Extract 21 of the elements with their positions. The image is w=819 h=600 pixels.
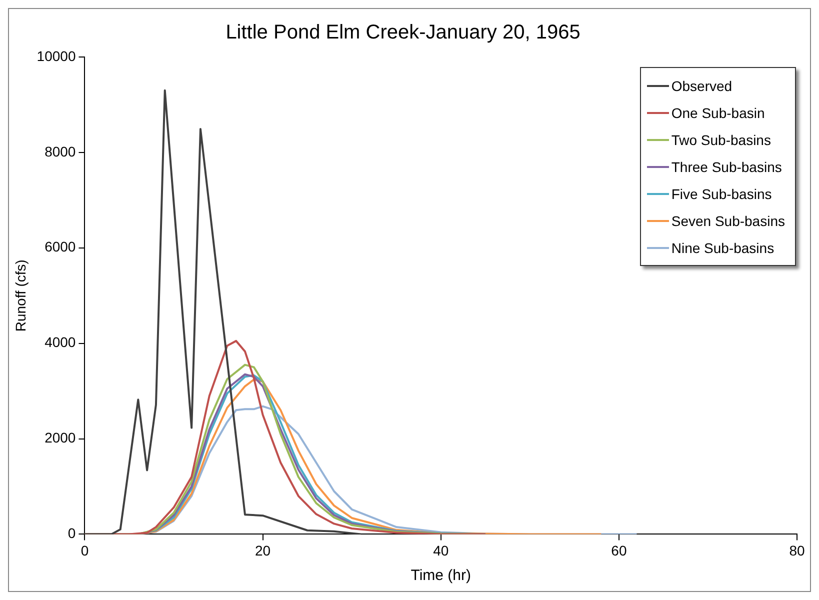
legend-label: Five Sub-basins [671, 186, 772, 202]
legend-label: Three Sub-basins [671, 158, 782, 174]
legend-label: Seven Sub-basins [671, 212, 785, 228]
y-tick-label: 4000 [44, 334, 76, 350]
x-tick-label: 40 [433, 542, 449, 558]
y-tick-label: 8000 [44, 143, 76, 160]
x-tick-label: 60 [611, 542, 627, 558]
x-tick-label: 80 [789, 542, 805, 558]
chart-title: Little Pond Elm Creek-January 20, 1965 [226, 22, 580, 44]
y-tick-label: 6000 [44, 238, 76, 255]
x-axis-title: Time (hr) [410, 567, 472, 584]
y-tick-label: 10000 [36, 48, 76, 64]
x-tick-label: 20 [255, 542, 271, 558]
y-tick-label: 2000 [44, 430, 76, 446]
legend-label: Observed [671, 78, 732, 94]
legend-label: Two Sub-basins [671, 132, 771, 148]
y-tick-label: 0 [68, 525, 76, 542]
legend-label: Nine Sub-basins [671, 240, 774, 256]
y-axis-title: Runoff (cfs) [12, 260, 28, 332]
x-tick-label: 0 [80, 542, 89, 558]
legend-label: One Sub-basin [671, 104, 765, 120]
